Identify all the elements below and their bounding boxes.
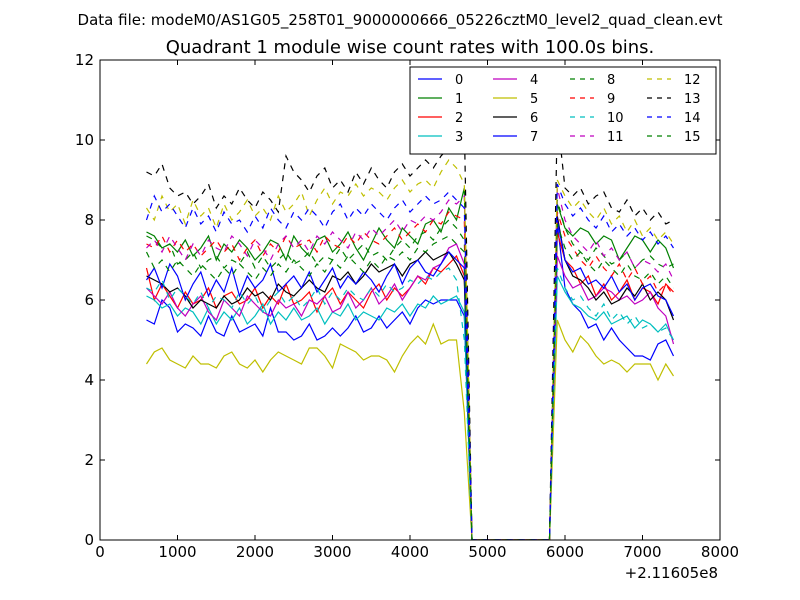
chart-supertitle: Data file: modeM0/AS1G05_258T01_90000006… bbox=[78, 11, 723, 30]
x-tick-label: 1000 bbox=[158, 543, 196, 561]
legend-label-3: 3 bbox=[455, 130, 463, 145]
series-line-5 bbox=[145, 319, 675, 540]
legend-label-10: 10 bbox=[607, 111, 624, 126]
x-tick-label: 6000 bbox=[546, 543, 584, 561]
series-line-3 bbox=[146, 275, 675, 540]
series-line-1 bbox=[146, 187, 675, 540]
x-offset-label: +2.11605e8 bbox=[625, 564, 718, 582]
y-tick-label: 8 bbox=[84, 211, 94, 229]
series-line-11 bbox=[146, 187, 675, 540]
x-tick-label: 8000 bbox=[701, 543, 739, 561]
y-tick-label: 10 bbox=[75, 131, 94, 149]
x-tick-label: 2000 bbox=[236, 543, 274, 561]
x-tick-label: 4000 bbox=[391, 543, 429, 561]
legend-box bbox=[409, 66, 717, 155]
series-line-12 bbox=[145, 159, 675, 540]
series-layer bbox=[145, 115, 675, 540]
legend-label-12: 12 bbox=[684, 73, 701, 88]
legend-label-1: 1 bbox=[455, 92, 463, 107]
legend-label-4: 4 bbox=[530, 73, 538, 88]
series-line-2 bbox=[145, 231, 674, 540]
axis-ticks: 0 1000 2000 3000 4000 5000 6000 7000 80000246810… bbox=[75, 51, 739, 561]
legend-label-6: 6 bbox=[530, 111, 538, 126]
series-line-7 bbox=[145, 219, 675, 540]
legend-label-7: 7 bbox=[530, 130, 538, 145]
series-line-15 bbox=[145, 223, 675, 540]
series-line-10 bbox=[146, 267, 675, 540]
legend-label-13: 13 bbox=[684, 92, 701, 107]
x-tick-label: 7000 bbox=[623, 543, 661, 561]
y-tick-label: 12 bbox=[75, 51, 94, 69]
legend-label-5: 5 bbox=[530, 92, 538, 107]
legend-label-8: 8 bbox=[607, 73, 615, 88]
x-tick-label: 5000 bbox=[468, 543, 506, 561]
legend-label-11: 11 bbox=[607, 130, 624, 145]
legend-label-0: 0 bbox=[455, 73, 463, 88]
y-tick-label: 6 bbox=[84, 291, 94, 309]
legend-label-9: 9 bbox=[607, 92, 615, 107]
y-tick-label: 2 bbox=[84, 451, 94, 469]
legend-label-15: 15 bbox=[684, 130, 701, 145]
y-tick-label: 4 bbox=[84, 371, 94, 389]
series-line-8 bbox=[146, 199, 674, 540]
legend-label-14: 14 bbox=[684, 111, 701, 126]
chart-title: Quadrant 1 module wise count rates with … bbox=[166, 37, 655, 58]
y-tick-label: 0 bbox=[84, 531, 94, 549]
x-tick-label: 3000 bbox=[313, 543, 351, 561]
series-line-0 bbox=[146, 223, 675, 540]
series-line-13 bbox=[146, 115, 674, 540]
x-tick-label: 0 bbox=[95, 543, 105, 561]
legend-label-2: 2 bbox=[455, 111, 463, 126]
series-line-4 bbox=[146, 243, 675, 540]
series-line-9 bbox=[146, 211, 675, 540]
series-line-14 bbox=[145, 183, 675, 540]
series-line-6 bbox=[146, 215, 675, 540]
